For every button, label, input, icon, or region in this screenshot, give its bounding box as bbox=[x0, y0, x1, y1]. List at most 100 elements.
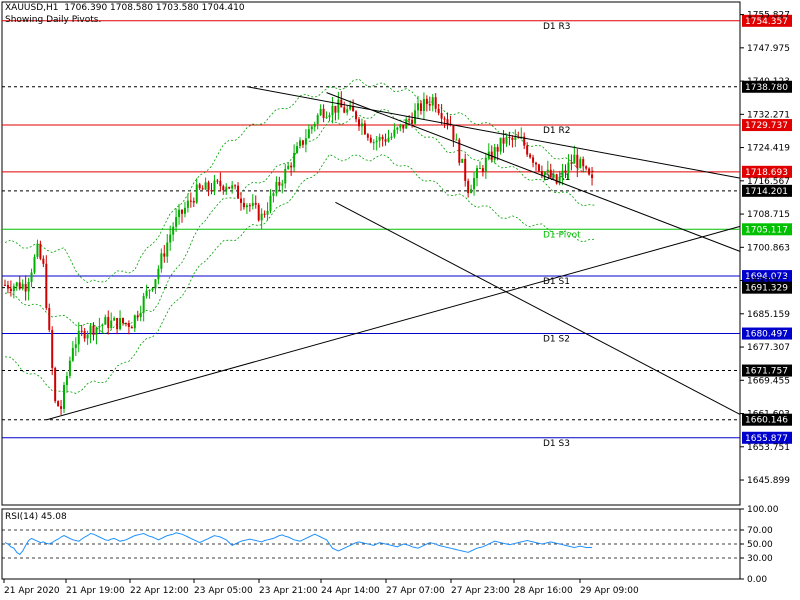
candle-body bbox=[352, 105, 355, 112]
price-tick-label: 1708.715 bbox=[747, 210, 790, 220]
candle-body bbox=[355, 111, 358, 120]
time-tick-label: 21 Apr 19:00 bbox=[66, 586, 125, 596]
time-tick-label: 22 Apr 12:00 bbox=[130, 586, 189, 596]
candle-body bbox=[346, 109, 349, 113]
candle-body bbox=[154, 279, 157, 289]
price-tick-label: 1747.975 bbox=[747, 44, 790, 54]
candle-body bbox=[42, 258, 45, 264]
candle-body bbox=[24, 283, 27, 292]
trendlines-layer bbox=[46, 86, 741, 421]
candle-body bbox=[71, 348, 74, 361]
candle-body bbox=[573, 154, 576, 164]
trendline-4 bbox=[335, 201, 741, 415]
rsi-line bbox=[4, 532, 593, 556]
rsi-tick-label: 50.00 bbox=[747, 540, 773, 550]
candle-body bbox=[183, 207, 186, 214]
pivot-price-label: 1705.117 bbox=[745, 225, 788, 235]
candle-body bbox=[266, 210, 269, 215]
candle-body bbox=[476, 168, 478, 179]
candle-body bbox=[484, 158, 487, 172]
candle-body bbox=[68, 360, 71, 376]
candle-body bbox=[51, 329, 54, 368]
candle-body bbox=[107, 317, 110, 329]
candle-body bbox=[532, 157, 535, 163]
candle-body bbox=[133, 315, 136, 329]
time-tick-label: 28 Apr 16:00 bbox=[514, 586, 573, 596]
candle-body bbox=[431, 97, 434, 106]
candle-body bbox=[186, 200, 189, 208]
pivot-name: D1 R3 bbox=[543, 22, 571, 32]
candle-body bbox=[83, 330, 86, 339]
price-tick-label: 1645.899 bbox=[747, 476, 790, 486]
candle-body bbox=[210, 189, 213, 192]
candle-body bbox=[582, 159, 585, 167]
candle-body bbox=[189, 200, 192, 202]
candle-body bbox=[493, 147, 496, 160]
candle-body bbox=[225, 186, 228, 191]
pivot-name: D1 S2 bbox=[543, 335, 570, 345]
candle-body bbox=[325, 117, 328, 119]
candle-body bbox=[461, 158, 464, 163]
candle-body bbox=[57, 401, 60, 407]
candle-body bbox=[301, 140, 304, 145]
pivot-price-label: 1754.357 bbox=[745, 17, 788, 27]
candle-body bbox=[142, 296, 145, 313]
candle-body bbox=[446, 119, 449, 124]
candle-body bbox=[80, 330, 83, 332]
candle-body bbox=[537, 164, 540, 172]
time-axis: 21 Apr 2020 21 Apr 19:00 22 Apr 12:00 23 Ap… bbox=[3, 579, 639, 596]
candle-body bbox=[290, 165, 293, 168]
candle-body bbox=[417, 103, 419, 111]
candle-body bbox=[33, 256, 36, 273]
candle-body bbox=[18, 282, 21, 289]
candle-body bbox=[443, 118, 446, 120]
candle-body bbox=[163, 253, 166, 257]
candle-body bbox=[496, 147, 499, 152]
candle-body bbox=[169, 234, 172, 243]
pivot-name: D1 S1 bbox=[543, 277, 570, 287]
candle-body bbox=[502, 137, 505, 144]
rsi-layer: 100.00 70.00 50.00 30.00 0.00 bbox=[2, 505, 779, 585]
candle-body bbox=[36, 243, 39, 257]
candle-body bbox=[86, 334, 89, 339]
time-tick-label: 21 Apr 2020 bbox=[4, 586, 60, 596]
candle-body bbox=[310, 126, 313, 130]
price-tick-label: 1724.419 bbox=[747, 144, 790, 154]
candle-body bbox=[526, 145, 529, 155]
candle-body bbox=[245, 205, 248, 208]
candle-body bbox=[549, 169, 552, 178]
candle-body bbox=[272, 193, 275, 196]
rsi-tick-label: 30.00 bbox=[747, 554, 773, 564]
candle-body bbox=[422, 98, 425, 112]
candle-body bbox=[304, 138, 307, 145]
rsi-title: RSI(14) 45.08 bbox=[5, 512, 67, 522]
time-tick-label: 27 Apr 23:00 bbox=[451, 586, 510, 596]
candle-body bbox=[576, 154, 579, 169]
candle-body bbox=[234, 185, 237, 187]
time-tick-label: 24 Apr 14:00 bbox=[321, 586, 380, 596]
candle-body bbox=[95, 327, 98, 336]
candle-body bbox=[514, 137, 517, 140]
level-price-box bbox=[742, 364, 792, 377]
candle-body bbox=[98, 326, 101, 328]
candle-body bbox=[45, 263, 48, 308]
candle-body bbox=[145, 290, 148, 297]
candle-body bbox=[543, 171, 546, 176]
level-price-box bbox=[742, 413, 792, 426]
candle-body bbox=[570, 162, 573, 164]
candle-body bbox=[384, 139, 387, 142]
candle-body bbox=[251, 202, 254, 206]
candle-body bbox=[428, 104, 431, 106]
candle-body bbox=[60, 406, 63, 409]
candle-body bbox=[381, 136, 384, 140]
candle-body bbox=[287, 165, 290, 170]
ohlc-values: 1706.390 1708.580 1703.580 1704.410 bbox=[64, 3, 245, 13]
pivot-price-box bbox=[742, 119, 792, 132]
candle-body bbox=[372, 142, 375, 144]
candle-body bbox=[535, 162, 537, 165]
candle-body bbox=[331, 105, 334, 116]
candle-body bbox=[313, 123, 316, 127]
level-price-label: 1714.201 bbox=[745, 187, 788, 197]
price-axis: 1755.827 1747.975 1740.123 1732.271 1724.419… bbox=[740, 11, 790, 486]
candle-body bbox=[481, 168, 484, 172]
